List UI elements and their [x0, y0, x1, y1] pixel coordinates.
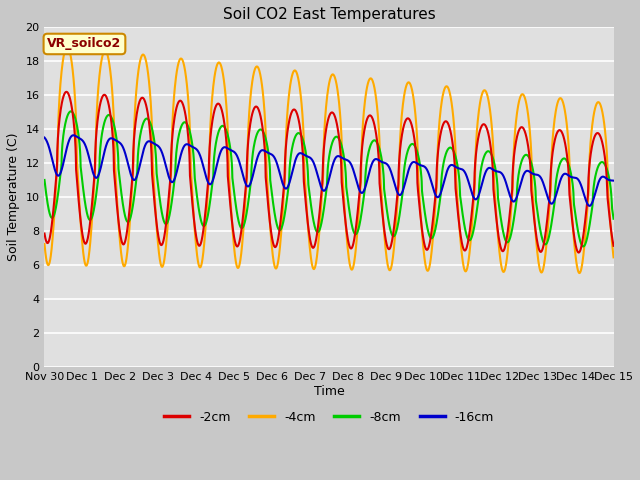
-4cm: [317, 198, 325, 204]
-4cm: [70, 79, 77, 85]
-8cm: [70, 111, 77, 117]
-8cm: [594, 165, 602, 171]
-16cm: [586, 203, 593, 209]
-4cm: [594, 99, 602, 105]
-8cm: [303, 154, 310, 159]
-16cm: [70, 132, 77, 138]
-8cm: [593, 166, 601, 172]
-2cm: [610, 243, 618, 249]
Line: -4cm: -4cm: [45, 47, 614, 273]
-16cm: [489, 167, 497, 172]
-8cm: [41, 177, 49, 183]
-2cm: [303, 207, 310, 213]
-4cm: [41, 241, 49, 247]
-4cm: [610, 254, 618, 260]
-8cm: [489, 155, 497, 161]
-16cm: [593, 183, 601, 189]
-2cm: [594, 130, 602, 136]
-4cm: [593, 100, 601, 106]
-2cm: [63, 89, 70, 95]
-4cm: [489, 138, 497, 144]
Text: VR_soilco2: VR_soilco2: [47, 37, 122, 50]
-16cm: [303, 153, 310, 159]
Y-axis label: Soil Temperature (C): Soil Temperature (C): [7, 133, 20, 262]
X-axis label: Time: Time: [314, 384, 344, 397]
-4cm: [575, 270, 583, 276]
-16cm: [70, 132, 77, 138]
-8cm: [67, 108, 75, 114]
Line: -16cm: -16cm: [45, 135, 614, 206]
-4cm: [303, 200, 310, 206]
-16cm: [317, 185, 325, 191]
Line: -2cm: -2cm: [45, 92, 614, 252]
-8cm: [317, 220, 325, 226]
-16cm: [594, 182, 602, 188]
-2cm: [575, 250, 582, 255]
-2cm: [41, 231, 49, 237]
-8cm: [580, 243, 588, 249]
-2cm: [593, 130, 601, 136]
-16cm: [41, 135, 49, 141]
-2cm: [70, 120, 77, 126]
Line: -8cm: -8cm: [45, 111, 614, 246]
-2cm: [489, 168, 497, 174]
-8cm: [610, 216, 618, 222]
Legend: -2cm, -4cm, -8cm, -16cm: -2cm, -4cm, -8cm, -16cm: [159, 406, 499, 429]
-4cm: [63, 44, 71, 49]
-2cm: [317, 189, 325, 195]
-16cm: [610, 178, 618, 183]
Title: Soil CO2 East Temperatures: Soil CO2 East Temperatures: [223, 7, 435, 22]
